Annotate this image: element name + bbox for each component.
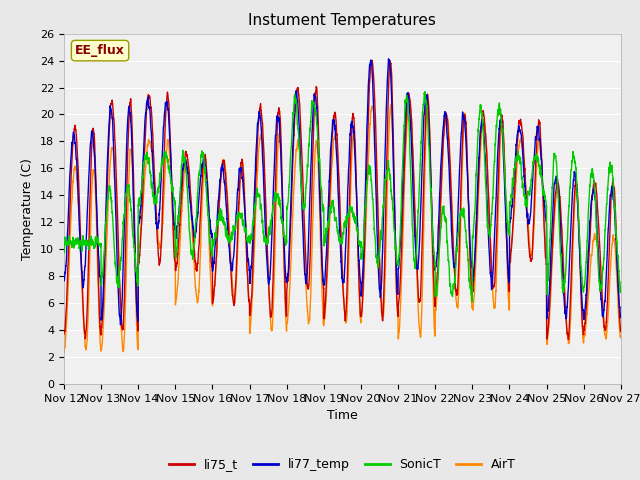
X-axis label: Time: Time: [327, 409, 358, 422]
Title: Instument Temperatures: Instument Temperatures: [248, 13, 436, 28]
Text: EE_flux: EE_flux: [75, 44, 125, 57]
Legend: li75_t, li77_temp, SonicT, AirT: li75_t, li77_temp, SonicT, AirT: [164, 453, 521, 476]
Y-axis label: Temperature (C): Temperature (C): [22, 158, 35, 260]
